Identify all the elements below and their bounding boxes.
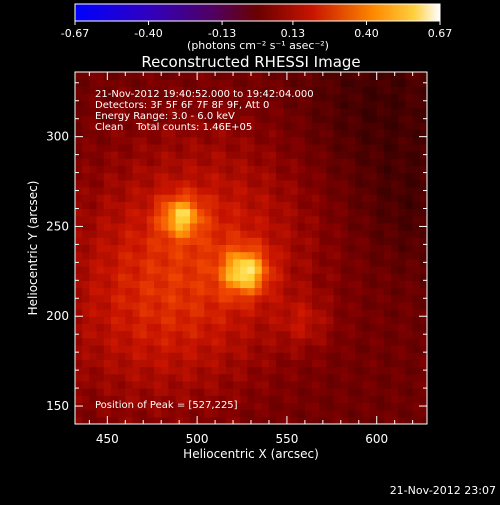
x-tick-label: 550 [275,432,298,446]
colorbar-unit-label: (photons cm⁻² s⁻¹ asec⁻²) [187,39,329,52]
colorbar-tick-label: -0.40 [134,27,162,40]
colorbar-tick-label: 0.40 [354,27,379,40]
footer-date: 21-Nov-2012 23:07 [390,484,496,497]
info-line-clean: Clean Total counts: 1.46E+05 [95,122,252,133]
colorbar-ticks: -0.67 -0.40 -0.13 0.13 0.40 0.67 [61,21,452,40]
colorbar [74,3,441,22]
heatmap-image [75,72,427,424]
info-block: 21-Nov-2012 19:40:52.000 to 19:42:04.000… [95,89,314,133]
chart-title: Reconstructed RHESSI Image [141,53,360,71]
axis-ticks: 450 500 550 600 150 200 250 300 [46,72,427,446]
colorbar-tick-label: -0.67 [61,27,89,40]
x-tick-label: 500 [186,432,209,446]
x-axis-label: Heliocentric X (arcsec) [183,447,319,461]
y-axis-label: Heliocentric Y (arcsec) [26,181,40,316]
y-tick-label: 150 [46,399,69,413]
x-tick-label: 450 [96,432,119,446]
colorbar-tick-label: 0.13 [281,27,306,40]
colorbar-tick-label: 0.67 [428,27,453,40]
info-line-energy: Energy Range: 3.0 - 6.0 keV [95,111,235,122]
info-line-detectors: Detectors: 3F 5F 6F 7F 8F 9F, Att 0 [95,100,269,111]
y-tick-label: 200 [46,309,69,323]
colorbar-tick-label: -0.13 [208,27,236,40]
peak-position-label: Position of Peak = [527,225] [95,400,238,411]
x-tick-label: 600 [365,432,388,446]
info-line-time: 21-Nov-2012 19:40:52.000 to 19:42:04.000 [95,89,314,100]
y-tick-label: 250 [46,219,69,233]
y-tick-label: 300 [46,130,69,144]
